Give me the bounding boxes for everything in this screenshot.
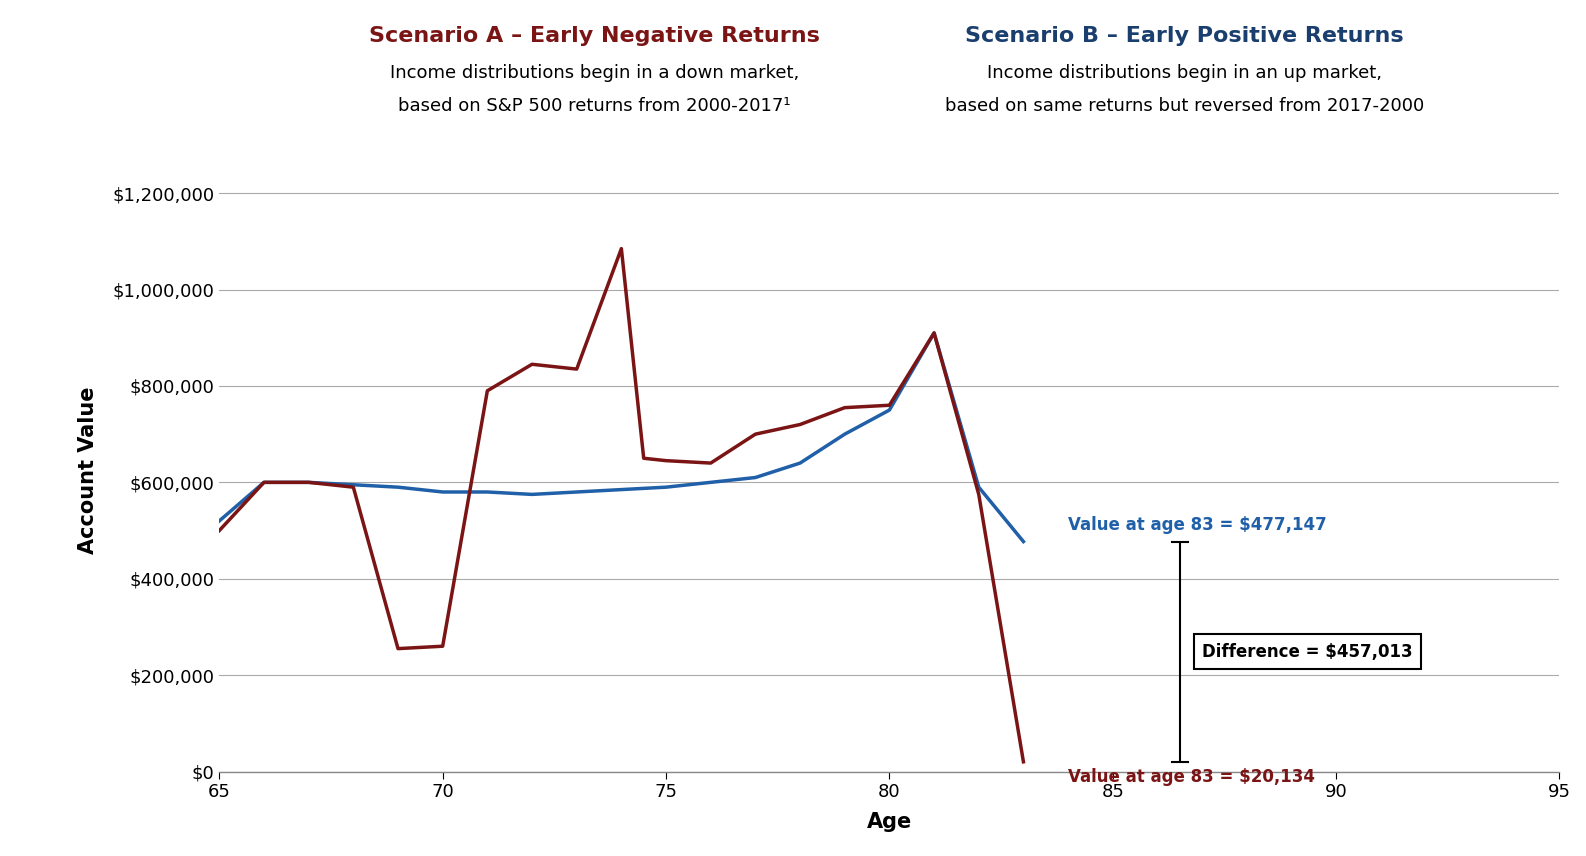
X-axis label: Age: Age — [868, 812, 912, 832]
Text: Value at age 83 = $477,147: Value at age 83 = $477,147 — [1067, 516, 1327, 534]
Text: based on same returns but reversed from 2017-2000: based on same returns but reversed from … — [945, 97, 1424, 115]
Text: Income distributions begin in a down market,: Income distributions begin in a down mar… — [390, 64, 799, 82]
Text: Scenario A – Early Negative Returns: Scenario A – Early Negative Returns — [370, 26, 820, 45]
Text: based on S&P 500 returns from 2000-2017¹: based on S&P 500 returns from 2000-2017¹ — [398, 97, 791, 115]
Y-axis label: Account Value: Account Value — [78, 387, 98, 554]
Text: Income distributions begin in an up market,: Income distributions begin in an up mark… — [986, 64, 1381, 82]
Text: Scenario B – Early Positive Returns: Scenario B – Early Positive Returns — [964, 26, 1404, 45]
Text: Value at age 83 = $20,134: Value at age 83 = $20,134 — [1067, 768, 1315, 786]
Text: Difference = $457,013: Difference = $457,013 — [1202, 643, 1413, 661]
